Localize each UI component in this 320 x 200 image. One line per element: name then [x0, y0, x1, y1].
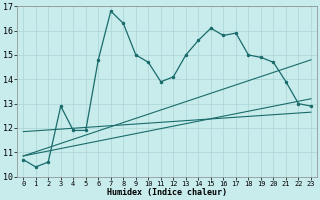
- X-axis label: Humidex (Indice chaleur): Humidex (Indice chaleur): [107, 188, 227, 197]
